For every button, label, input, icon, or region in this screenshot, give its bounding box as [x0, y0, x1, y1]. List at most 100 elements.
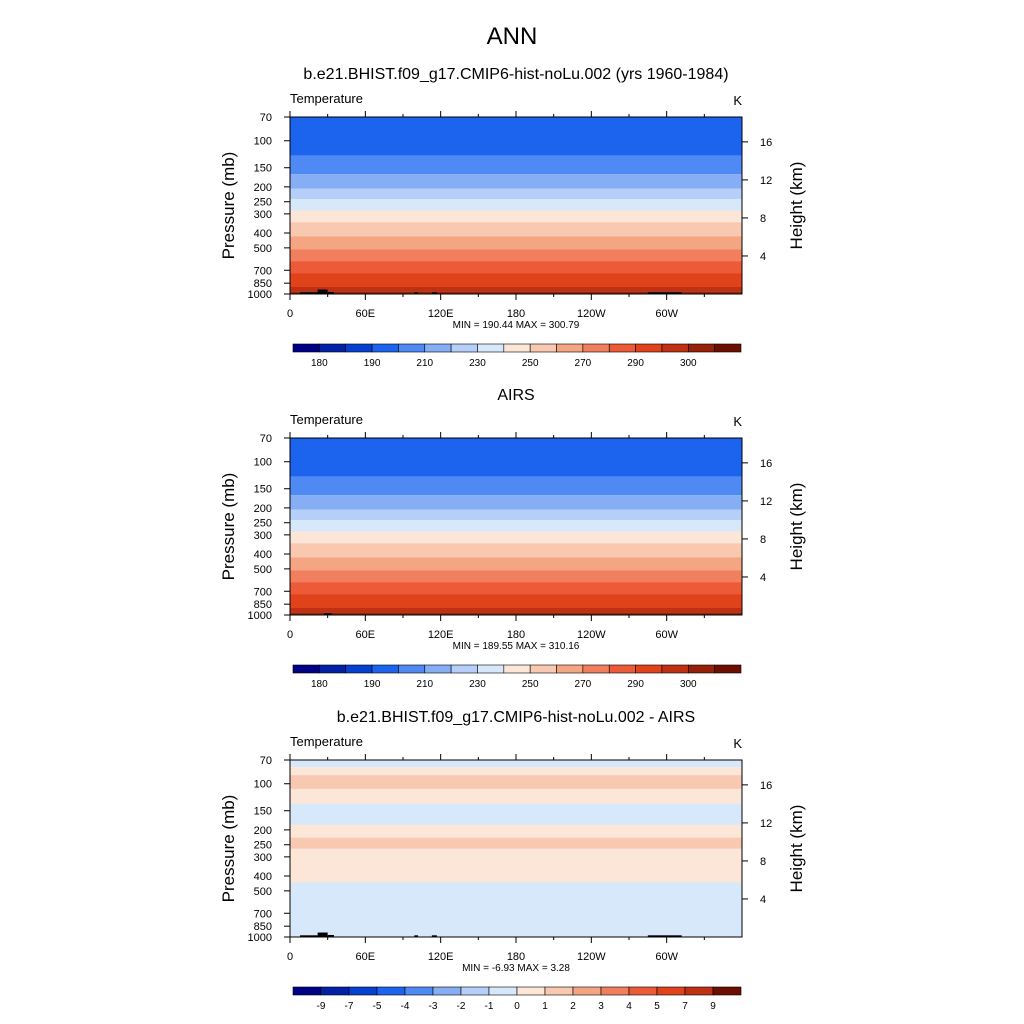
- colorbar-label: 290: [627, 679, 644, 690]
- colorbar-swatch: [450, 664, 478, 674]
- colorbar-label: -5: [373, 1001, 382, 1012]
- colorbar-label: 230: [469, 679, 486, 690]
- contour-band: [290, 188, 742, 200]
- y2-tick-label: 16: [760, 137, 772, 149]
- y2-tick-label: 8: [760, 856, 766, 868]
- colorbar-swatch: [714, 343, 742, 353]
- colorbar-swatch: [404, 986, 434, 996]
- panel-left-label: Temperature: [290, 734, 363, 749]
- contour-band: [290, 570, 742, 583]
- colorbar-label: -3: [429, 1001, 438, 1012]
- colorbar-swatch: [376, 986, 406, 996]
- panel-units-label: K: [733, 414, 742, 429]
- colorbar-swatch: [477, 343, 505, 353]
- x-tick-label: 60W: [655, 308, 678, 320]
- colorbar-swatch: [319, 343, 347, 353]
- y-tick-label: 300: [254, 852, 272, 864]
- contour-band: [290, 476, 742, 496]
- contour-band: [290, 531, 742, 544]
- y-tick-label: 1000: [248, 289, 272, 301]
- colorbar-label: 4: [626, 1001, 632, 1012]
- land-mask: [300, 935, 318, 937]
- x-tick-label: 60W: [655, 951, 678, 963]
- y-tick-label: 700: [254, 586, 272, 598]
- y-tick-label: 1000: [248, 610, 272, 622]
- colorbar-label: -9: [317, 1001, 326, 1012]
- y-tick-label: 300: [254, 209, 272, 221]
- x-tick-label: 120W: [577, 629, 606, 641]
- x-tick-label: 0: [287, 308, 293, 320]
- land-mask: [647, 935, 682, 937]
- y-axis-title: Pressure (mb): [219, 152, 238, 260]
- panel-units-label: K: [733, 736, 742, 751]
- y2-tick-label: 8: [760, 213, 766, 225]
- colorbar-label: 180: [311, 679, 328, 690]
- land-mask: [414, 935, 419, 937]
- colorbar-swatch: [556, 343, 584, 353]
- y2-tick-label: 4: [760, 572, 766, 584]
- contour-band: [290, 199, 742, 211]
- y2-tick-label: 12: [760, 818, 772, 830]
- y-tick-label: 100: [254, 779, 272, 791]
- land-mask: [327, 291, 334, 294]
- stats-label: MIN = 190.44 MAX = 300.79: [453, 320, 580, 331]
- y2-tick-label: 12: [760, 496, 772, 508]
- land-mask: [317, 289, 328, 294]
- y-tick-label: 400: [254, 549, 272, 561]
- colorbar-label: 9: [710, 1001, 716, 1012]
- panels: b.e21.BHIST.f09_g17.CMIP6-hist-noLu.002 …: [219, 66, 806, 1012]
- colorbar-label: 250: [522, 679, 539, 690]
- y-tick-label: 850: [254, 921, 272, 933]
- colorbar-label: 300: [680, 358, 697, 369]
- contour-band: [290, 210, 742, 223]
- panel-title: AIRS: [497, 387, 534, 404]
- y-tick-label: 200: [254, 182, 272, 194]
- contour-band: [290, 509, 742, 521]
- y-tick-label: 1000: [248, 932, 272, 944]
- colorbar-label: -1: [485, 1001, 494, 1012]
- colorbar-swatch: [320, 986, 350, 996]
- land-mask: [327, 934, 334, 937]
- x-tick-label: 60W: [655, 629, 678, 641]
- colorbar-swatch: [661, 664, 689, 674]
- plot-area: [290, 117, 742, 294]
- x-tick-label: 120E: [428, 308, 454, 320]
- contour-band: [290, 291, 742, 294]
- colorbar-swatch: [432, 986, 462, 996]
- colorbar-swatch: [345, 343, 373, 353]
- y-tick-label: 100: [254, 457, 272, 469]
- colorbar-swatch: [503, 664, 531, 674]
- y-tick-label: 250: [254, 840, 272, 852]
- y-axis-title: Pressure (mb): [219, 795, 238, 903]
- contour-band: [290, 882, 742, 921]
- colorbar-swatch: [582, 343, 610, 353]
- colorbar-label: 270: [575, 679, 592, 690]
- colorbar-label: -4: [401, 1001, 410, 1012]
- contour-band: [290, 837, 742, 849]
- contour-band: [290, 520, 742, 532]
- contour-band: [290, 607, 742, 613]
- y-tick-label: 250: [254, 197, 272, 209]
- contour-band: [290, 174, 742, 189]
- colorbar-swatch: [582, 664, 610, 674]
- colorbar-label: 210: [416, 679, 433, 690]
- y-axis-title: Pressure (mb): [219, 473, 238, 581]
- colorbar-swatch: [687, 664, 715, 674]
- colorbar-swatch: [712, 986, 742, 996]
- y2-tick-label: 12: [760, 175, 772, 187]
- colorbar-swatch: [529, 664, 557, 674]
- land-mask: [300, 292, 318, 294]
- y-tick-label: 100: [254, 136, 272, 148]
- y-tick-label: 400: [254, 228, 272, 240]
- y2-tick-label: 4: [760, 894, 766, 906]
- colorbar-swatch: [656, 986, 686, 996]
- colorbar-swatch: [600, 986, 630, 996]
- y-tick-label: 700: [254, 265, 272, 277]
- colorbar-swatch: [488, 986, 518, 996]
- colorbar-swatch: [398, 343, 426, 353]
- panel-title: b.e21.BHIST.f09_g17.CMIP6-hist-noLu.002 …: [337, 709, 695, 726]
- y-tick-label: 150: [254, 484, 272, 496]
- y-tick-label: 200: [254, 503, 272, 515]
- y-tick-label: 850: [254, 599, 272, 611]
- x-tick-label: 120E: [428, 951, 454, 963]
